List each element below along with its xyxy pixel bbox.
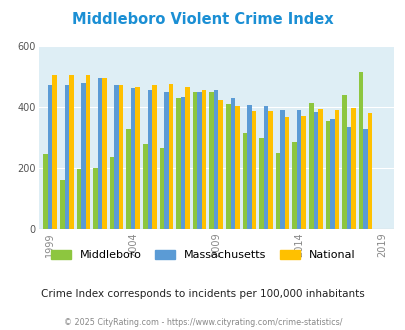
Bar	[52, 75, 57, 229]
Bar	[102, 78, 107, 229]
Bar	[230, 98, 234, 229]
Bar	[119, 85, 123, 229]
Bar	[313, 112, 317, 229]
Bar	[251, 111, 256, 229]
Bar	[126, 129, 131, 229]
Bar	[147, 89, 151, 229]
Bar	[296, 110, 301, 229]
Bar	[367, 113, 371, 229]
Bar	[259, 138, 263, 229]
Bar	[247, 105, 251, 229]
Bar	[60, 180, 64, 229]
Bar	[197, 92, 201, 229]
Bar	[69, 75, 73, 229]
Bar	[176, 98, 180, 229]
Bar	[77, 169, 81, 229]
Bar	[143, 145, 147, 229]
Bar	[218, 100, 222, 229]
Text: Crime Index corresponds to incidents per 100,000 inhabitants: Crime Index corresponds to incidents per…	[41, 289, 364, 299]
Bar	[185, 87, 189, 229]
Bar	[329, 119, 334, 229]
Bar	[192, 92, 197, 229]
Bar	[358, 72, 362, 229]
Bar	[64, 85, 69, 229]
Bar	[110, 157, 114, 229]
Bar	[43, 154, 48, 229]
Bar	[292, 142, 296, 229]
Bar	[81, 83, 85, 229]
Bar	[151, 85, 156, 229]
Bar	[362, 129, 367, 229]
Text: Middleboro Violent Crime Index: Middleboro Violent Crime Index	[72, 12, 333, 26]
Bar	[234, 106, 239, 229]
Bar	[350, 108, 355, 229]
Bar	[346, 127, 350, 229]
Bar	[114, 85, 119, 229]
Bar	[131, 88, 135, 229]
Bar	[226, 104, 230, 229]
Text: © 2025 CityRating.com - https://www.cityrating.com/crime-statistics/: © 2025 CityRating.com - https://www.city…	[64, 318, 341, 327]
Bar	[213, 90, 218, 229]
Bar	[168, 84, 173, 229]
Bar	[308, 103, 313, 229]
Bar	[268, 111, 272, 229]
Bar	[341, 95, 346, 229]
Bar	[209, 92, 213, 229]
Bar	[93, 168, 98, 229]
Bar	[263, 106, 268, 229]
Bar	[284, 117, 289, 229]
Bar	[85, 75, 90, 229]
Bar	[334, 110, 338, 229]
Bar	[242, 133, 247, 229]
Bar	[275, 153, 280, 229]
Bar	[280, 110, 284, 229]
Bar	[317, 109, 322, 229]
Bar	[325, 121, 329, 229]
Bar	[98, 78, 102, 229]
Bar	[164, 92, 168, 229]
Bar	[159, 148, 164, 229]
Bar	[180, 97, 185, 229]
Bar	[201, 89, 206, 229]
Bar	[301, 116, 305, 229]
Legend: Middleboro, Massachusetts, National: Middleboro, Massachusetts, National	[51, 250, 354, 260]
Bar	[48, 85, 52, 229]
Bar	[135, 87, 140, 229]
